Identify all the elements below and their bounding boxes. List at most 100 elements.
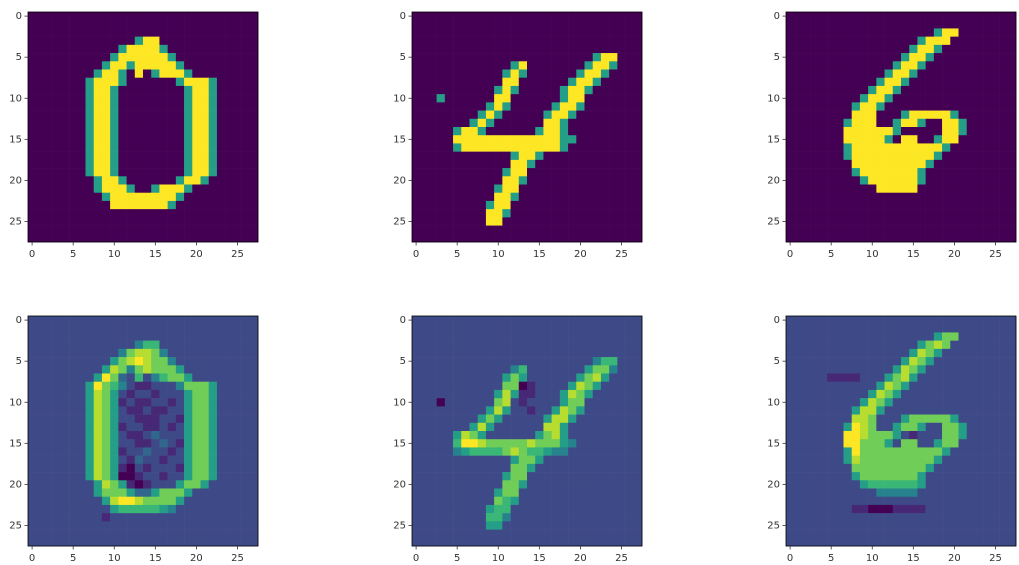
pixel <box>1007 85 1017 95</box>
pixel <box>527 209 536 218</box>
pixel <box>126 36 136 46</box>
pixel <box>609 357 618 366</box>
pixel <box>933 332 943 341</box>
pixel <box>118 373 127 383</box>
pixel <box>241 192 251 202</box>
pixel <box>110 110 119 120</box>
pixel <box>917 340 926 350</box>
pixel <box>69 217 78 226</box>
pixel <box>942 176 951 185</box>
pixel <box>225 159 234 169</box>
pixel <box>518 77 528 87</box>
pixel <box>901 159 910 169</box>
pixel <box>436 316 446 325</box>
pixel <box>625 496 635 506</box>
pixel <box>600 159 610 169</box>
pixel <box>200 340 210 350</box>
pixel <box>510 488 520 498</box>
pixel <box>69 422 78 432</box>
pixel <box>543 496 552 506</box>
pixel <box>600 422 610 432</box>
pixel <box>966 447 976 456</box>
pixel <box>192 159 201 169</box>
pixel <box>1007 209 1017 218</box>
pixel <box>208 324 218 333</box>
pixel <box>617 439 626 448</box>
pixel <box>69 184 78 194</box>
pixel <box>175 504 185 514</box>
pixel <box>216 504 226 514</box>
pixel <box>60 28 70 37</box>
pixel <box>625 135 635 144</box>
pixel <box>436 69 446 79</box>
pixel <box>876 159 885 169</box>
pixel <box>36 422 45 432</box>
pixel <box>192 463 201 473</box>
pixel <box>461 496 470 506</box>
pixel <box>568 200 577 210</box>
pixel <box>609 200 618 210</box>
pixel <box>225 53 234 62</box>
pixel <box>453 414 462 424</box>
pixel <box>999 77 1009 87</box>
pixel <box>584 422 594 432</box>
pixel <box>453 381 462 391</box>
pixel <box>200 151 210 161</box>
pixel <box>143 316 152 325</box>
pixel <box>999 365 1009 374</box>
pixel <box>999 110 1009 120</box>
pixel <box>192 127 201 136</box>
pixel <box>85 217 95 226</box>
pixel <box>794 447 803 456</box>
pixel <box>134 192 144 202</box>
pixel <box>925 135 935 144</box>
pixel <box>469 521 479 530</box>
pixel <box>477 348 487 358</box>
pixel <box>216 357 226 366</box>
pixel <box>991 381 1000 391</box>
pixel <box>44 431 53 440</box>
pixel <box>983 365 992 374</box>
pixel <box>192 69 201 79</box>
pixel <box>444 480 454 489</box>
pixel <box>901 332 910 341</box>
pixel <box>412 398 421 407</box>
pixel <box>93 488 103 498</box>
pixel <box>436 53 446 62</box>
pixel <box>868 324 877 333</box>
pixel <box>876 414 885 424</box>
pixel <box>843 143 853 152</box>
pixel <box>494 85 503 95</box>
pixel <box>510 414 520 424</box>
pixel <box>200 200 210 210</box>
pixel <box>184 233 193 243</box>
pixel <box>249 143 259 152</box>
pixel <box>983 225 992 235</box>
pixel <box>110 513 119 522</box>
pixel <box>60 151 70 161</box>
pixel <box>810 340 820 350</box>
pixel <box>559 488 569 498</box>
pixel <box>843 488 853 498</box>
pixel <box>510 447 520 456</box>
pixel <box>453 184 462 194</box>
pixel <box>134 159 144 169</box>
pixel <box>134 118 144 128</box>
pixel <box>933 472 943 481</box>
pixel <box>827 36 836 46</box>
pixel <box>810 69 820 79</box>
pixel <box>576 102 585 111</box>
pixel <box>420 431 429 440</box>
pixel <box>551 53 561 62</box>
pixel <box>917 348 926 358</box>
pixel <box>942 12 951 21</box>
pixel <box>175 389 185 399</box>
pixel <box>974 455 984 465</box>
pixel <box>233 357 242 366</box>
pixel <box>933 480 943 489</box>
pixel <box>134 398 144 407</box>
pixel <box>786 332 795 341</box>
pixel <box>633 12 643 21</box>
pixel <box>933 94 943 103</box>
pixel <box>412 381 421 391</box>
